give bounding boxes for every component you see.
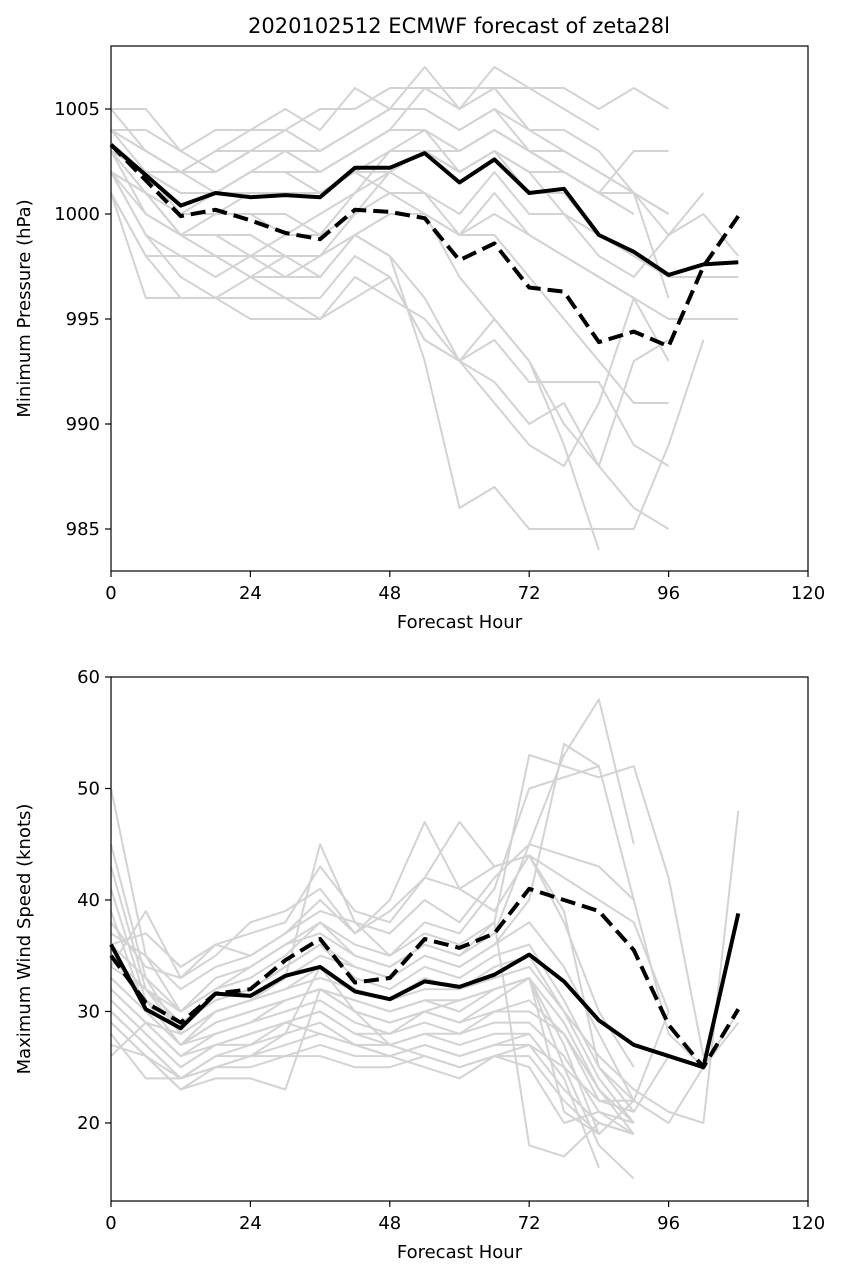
pressure-ensemble-member-3 [111,87,600,152]
pressure-x-tick-label: 72 [518,583,541,604]
pressure-ensemble-member-1 [111,108,670,215]
pressure-axes-frame [110,45,809,572]
pressure-main-lines [109,143,740,349]
pressure-ensemble-member-9 [110,150,670,530]
wind-ensemble-member-26 [110,820,670,1102]
pressure-ensemble-member-14 [110,192,600,551]
wind-y-tick-label: 40 [77,890,100,911]
figure-title: 2020102512 ECMWF forecast of zeta28l [248,14,670,38]
wind-x-ticks: 0 24 48 72 96 120 [105,1201,825,1234]
wind-x-tick-label: 72 [518,1213,541,1234]
pressure-ensemble-member-11 [110,150,670,467]
pressure-ensemble-member-20 [110,129,635,278]
wind-y-tick-label: 30 [77,1001,100,1022]
wind-x-axis-label: Forecast Hour [397,1242,523,1263]
wind-ensemble-member-24 [110,843,635,1158]
pressure-x-tick-label: 96 [657,583,680,604]
pressure-ensemble-member-13 [110,171,670,467]
wind-x-tick-label: 96 [657,1213,680,1234]
pressure-y-tick-label: 985 [66,519,100,540]
wind-ensemble-member-5 [110,910,635,1135]
pressure-x-tick-label: 0 [105,583,116,604]
pressure-x-axis-label: Forecast Hour [397,612,523,633]
wind-y-ticks: 20 30 40 50 60 [77,667,111,1134]
pressure-ensemble-member-21 [110,150,670,215]
wind-panel: 0 24 48 72 96 120 20 30 40 50 60 Forecast Hour Ma… [14,667,825,1263]
pressure-ensemble-member-15 [110,129,669,404]
pressure-ensemble-member-6 [110,171,670,278]
pressure-y-tick-label: 990 [66,414,100,435]
wind-ensemble-member-7 [110,843,635,991]
wind-ensemble-member-14 [110,977,600,1135]
wind-x-tick-label: 120 [791,1213,825,1234]
pressure-ensemble-member-19 [110,87,670,299]
pressure-x-tick-label: 120 [791,583,825,604]
pressure-x-ticks: 0 24 48 72 96 120 [105,571,825,604]
wind-ensemble-member-21 [110,988,635,1124]
pressure-y-axis-label: Minimum Pressure (hPa) [14,199,35,417]
pressure-y-tick-label: 1000 [54,204,100,225]
wind-ensemble-member-6 [110,854,670,1012]
pressure-x-tick-label: 48 [378,583,401,604]
pressure-solid-line [109,143,739,277]
pressure-y-tick-label: 1005 [54,99,100,120]
wind-y-tick-label: 50 [77,778,100,799]
pressure-y-ticks: 985 990 995 1000 1005 [54,99,111,540]
wind-y-tick-label: 20 [77,1113,100,1134]
wind-x-tick-label: 24 [239,1213,262,1234]
wind-x-tick-label: 48 [378,1213,401,1234]
pressure-ensemble-member-16 [110,108,705,278]
pressure-ensemble-member-12 [110,150,670,467]
wind-ensemble-member-20 [110,1021,600,1135]
wind-ensemble-member-22 [110,1021,670,1113]
wind-x-tick-label: 0 [105,1213,116,1234]
wind-axes-frame [110,676,809,1202]
wind-y-axis-label: Maximum Wind Speed (knots) [14,804,35,1075]
wind-ensemble-lines [110,698,740,1180]
wind-ensemble-member-15 [110,988,634,1102]
pressure-x-tick-label: 24 [239,583,262,604]
pressure-ensemble-member-2 [110,66,670,173]
wind-main-lines [109,886,741,1070]
pressure-dashed-line [109,143,740,349]
wind-dashed-line [109,886,741,1070]
pressure-ensemble-member-10 [110,171,705,530]
wind-y-tick-label: 60 [77,667,100,688]
pressure-y-tick-label: 995 [66,309,100,330]
wind-ensemble-member-1 [110,698,635,1013]
pressure-ensemble-lines [110,66,740,551]
pressure-panel: 0 24 48 72 96 120 985 990 995 1000 1005 Forecast … [14,45,825,633]
wind-ensemble-member-23 [110,965,635,1136]
